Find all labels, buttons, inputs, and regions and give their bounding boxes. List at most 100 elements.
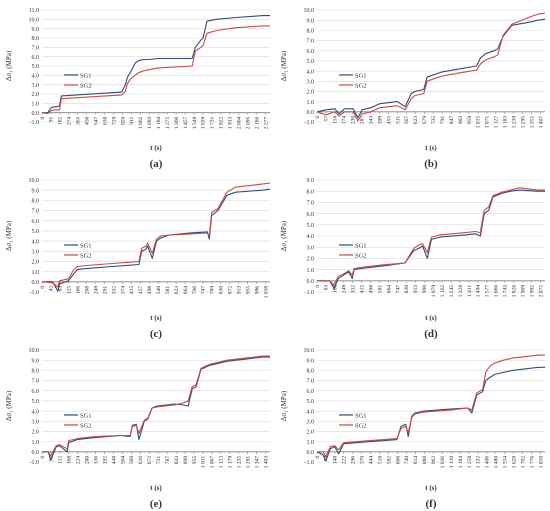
panel-c-xtick-label: 166	[76, 286, 82, 295]
panel-f-ytick-label: 6.0	[307, 389, 315, 395]
panel-c-xtick-label: 125	[67, 286, 73, 295]
panel-f-legend-label-sg2: SG2	[355, 422, 367, 429]
panel-e-ytick-label: 2.0	[32, 430, 40, 436]
panel-d-ytick-label: 7.0	[307, 201, 315, 207]
panel-c-ytick-label: -1.0	[30, 290, 40, 296]
panel-c-xtick-label: 872	[228, 286, 234, 295]
panel-f-ylabel: Δσ₁ (MPa)	[280, 390, 288, 421]
panel-d-xtick-label: 1 411	[467, 285, 473, 298]
panel-f-xtick-label: 592	[386, 456, 392, 465]
panel-a-xtick-label: 274	[67, 116, 73, 125]
panel-e-ytick-label: -1.0	[30, 460, 40, 466]
panel-f-xtick-label: 1 258	[467, 456, 473, 469]
panel-f-xtick-label: 1 480	[494, 456, 500, 469]
panel-e-xtick-label: 899	[183, 456, 189, 465]
panel-e-xtick-label: 504	[120, 456, 126, 465]
panel-b-xtick-label: 174	[342, 116, 348, 125]
panel-d-ytick-label: 0.0	[307, 279, 315, 285]
panel-f-xtick-label: 444	[368, 456, 374, 465]
panel-c-xtick-label: 581	[165, 286, 171, 295]
panel-b-ytick-label: 7.0	[307, 39, 315, 45]
panel-f-ytick-label: 0.0	[307, 450, 315, 456]
panel-f-xlabel: t (s)	[425, 484, 437, 492]
panel-d-legend-label-sg1: SG1	[355, 242, 367, 249]
panel-f-xtick-label: 370	[360, 456, 366, 465]
panel-d-ytick-label: 3.0	[307, 245, 315, 251]
panel-d-xtick-label: 830	[404, 285, 410, 294]
panel-a-xtick-label: 1 639	[201, 116, 207, 129]
panel-b-legend-label-sg2: SG2	[355, 82, 367, 89]
panel-d-xtick-label: 498	[368, 285, 374, 294]
panel-c-xtick-label: 457	[138, 286, 144, 295]
panel-f-ytick-label: 3.0	[307, 419, 315, 425]
panel-e-xtick-label: 224	[76, 456, 82, 465]
panel-b-xtick-label: 287	[360, 116, 366, 125]
panel-a-xtick-label: 365	[76, 116, 82, 125]
panel-b-xtick-label: 735	[431, 116, 437, 125]
panel-a-xtick-label: 1 548	[192, 116, 198, 129]
panel-a-ytick-label: 4.0	[32, 74, 40, 80]
panel-c-xtick-label: 789	[210, 286, 216, 295]
panel-d-xtick-label: 996	[422, 285, 428, 294]
panel-b-xtick-label: 1 127	[494, 116, 500, 129]
panel-e-ytick-label: 10.0	[29, 348, 40, 354]
panel-b-xtick-label: 455	[386, 116, 392, 125]
panel-d-xtick-label: 1 577	[485, 285, 491, 298]
panel-a-legend-label-sg1: SG1	[80, 72, 92, 79]
panel-d-xtick-label: 1 328	[458, 285, 464, 298]
panel-b-ytick-label: -1.0	[305, 120, 315, 126]
panel-e-xtick-label: 787	[165, 456, 171, 465]
panel-e-ylabel: Δσ₁ (MPa)	[5, 390, 13, 421]
panel-b-xtick-label: 903	[458, 116, 464, 125]
panel-a-caption: (a)	[150, 158, 163, 170]
panel-e-ytick-label: 0.0	[32, 450, 40, 456]
panel-d-xtick-label: 913	[413, 285, 419, 294]
panel-a-xtick-label: 91	[49, 116, 55, 122]
panel-a-xtick-label: 1 822	[219, 116, 225, 129]
panel-f-xtick-label: 1 850	[538, 456, 544, 469]
panel-d-xtick-label: 1 743	[503, 285, 509, 298]
panel-e-xtick-label: 336	[93, 456, 99, 465]
panel-b-xtick-label: 511	[395, 116, 401, 124]
panel-f-xtick-label: 518	[377, 456, 383, 465]
panel-b-xtick-label: 791	[440, 116, 446, 125]
panel-b-xtick-label: 1 239	[512, 116, 518, 129]
panel-b-xlabel: t (s)	[425, 144, 437, 152]
panel-d-ytick-label: 9.0	[307, 178, 315, 184]
panel-b-ylabel: Δσ₁ (MPa)	[280, 50, 288, 81]
panel-b-ytick-label: 9.0	[307, 18, 315, 24]
panel-d-series-sg2	[317, 187, 545, 286]
panel-a-xtick-label: 1 731	[210, 116, 216, 129]
panel-d-xtick-label: 249	[342, 285, 348, 294]
panel-b-ytick-label: 10.0	[304, 8, 315, 14]
panel-a-ytick-label: 8.0	[32, 36, 40, 42]
panel-e-series-sg2	[42, 355, 270, 457]
panel-a-series-sg1	[42, 15, 270, 114]
panel-c-xtick-label: 706	[192, 286, 198, 295]
panel-b-ytick-label: 5.0	[307, 59, 315, 65]
panel-a-legend-label-sg2: SG2	[80, 82, 92, 89]
panel-c-xtick-label: 913	[237, 286, 243, 295]
panel-e-xtick-label: 1 123	[219, 456, 225, 469]
panel-e-xtick-label: 448	[111, 456, 117, 465]
panel-e-xtick-label: 280	[85, 456, 91, 465]
panel-a-xtick-label: 2 277	[263, 116, 269, 129]
panel-c-ytick-label: 2.0	[32, 260, 40, 266]
panel-b-xtick-label: 959	[467, 116, 473, 125]
panel-e-ytick-label: 9.0	[32, 358, 40, 364]
panel-e-xtick-label: 560	[129, 456, 135, 465]
panel-d-xtick-label: 332	[351, 285, 357, 294]
panel-a-xtick-label: 2 095	[245, 116, 251, 129]
panel-e-xtick-label: 0	[40, 456, 46, 459]
panel-b-xtick-label: 1 183	[503, 116, 509, 129]
panel-b-xtick-label: 1 071	[485, 116, 491, 129]
panel-a-xtick-label: 911	[129, 116, 135, 124]
panel-c-ytick-label: 6.0	[32, 219, 40, 225]
panel-f-xtick-label: 1 110	[449, 456, 455, 469]
panel-d-xtick-label: 581	[377, 285, 383, 294]
panel-f-xtick-label: 666	[395, 456, 401, 465]
panel-a-xtick-label: 456	[85, 116, 91, 125]
panel-e-series-sg1	[42, 356, 270, 461]
panel-a-xtick-label: 547	[93, 116, 99, 125]
